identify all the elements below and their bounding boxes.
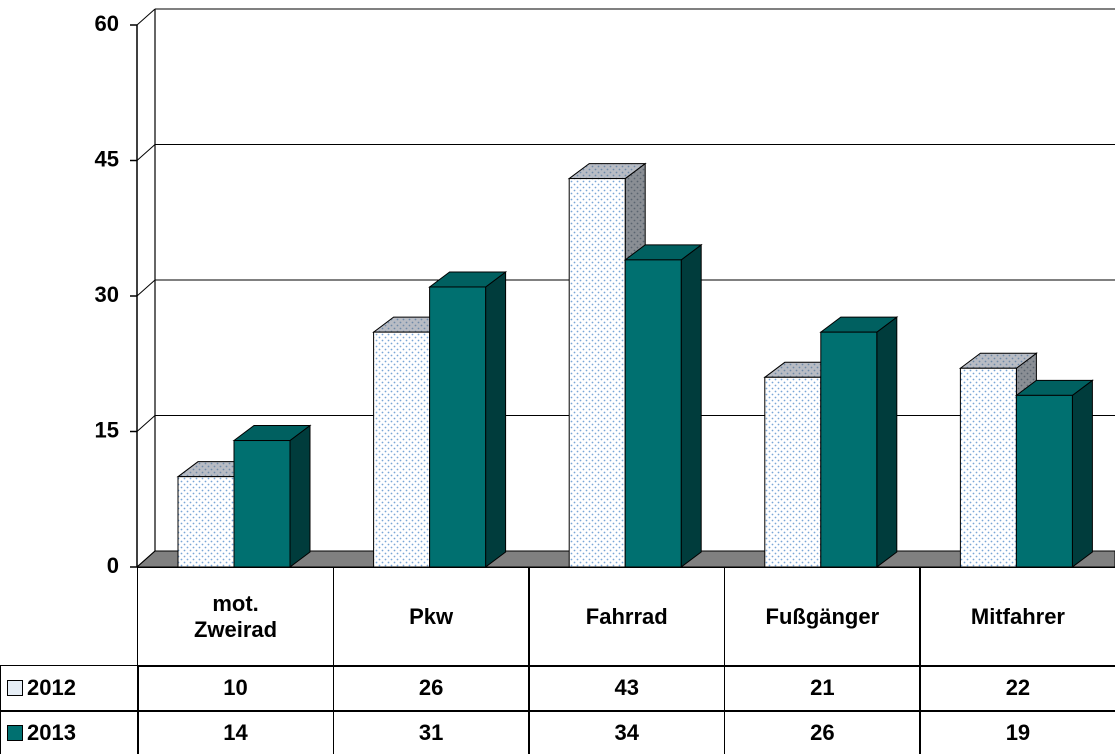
bar	[764, 376, 822, 568]
bar-side	[485, 270, 507, 568]
y-tick-label: 30	[95, 282, 119, 307]
bar	[959, 367, 1017, 568]
category-cell: Mitfahrer	[919, 567, 1115, 667]
bar-side	[876, 316, 898, 568]
bar	[233, 440, 291, 568]
value-cell: 43	[528, 665, 726, 712]
value-cell: 31	[332, 710, 530, 754]
bar	[624, 259, 682, 568]
value-label: 43	[614, 675, 639, 701]
y-tick-label: 45	[95, 146, 119, 171]
value-cell: 14	[137, 710, 335, 754]
grid-line	[136, 415, 156, 432]
bar	[568, 178, 626, 568]
legend-label: 2012	[27, 675, 76, 701]
value-label: 26	[418, 675, 444, 701]
value-label: 19	[1005, 719, 1031, 745]
legend-cell: 2013	[0, 710, 139, 754]
bar-side	[289, 424, 311, 568]
value-label: 22	[1005, 675, 1031, 701]
value-cell: 10	[137, 665, 335, 712]
value-cell: 22	[919, 665, 1115, 712]
bar-side	[1071, 379, 1093, 568]
category-cell: Fußgänger	[723, 567, 921, 667]
x-tick-label: Fahrrad	[585, 603, 668, 629]
y-tick-label: 0	[107, 553, 119, 578]
value-label: 31	[418, 719, 444, 745]
legend-swatch	[7, 724, 23, 741]
bar	[429, 286, 487, 568]
category-cell: Fahrrad	[528, 567, 726, 667]
value-cell: 21	[723, 665, 921, 712]
bar	[1015, 394, 1073, 568]
grid-line	[136, 550, 156, 568]
value-label: 26	[810, 719, 835, 745]
value-label: 21	[810, 675, 835, 701]
value-cell: 26	[723, 710, 921, 754]
x-tick-label: Mitfahrer	[970, 603, 1065, 629]
x-tick-label: Pkw	[409, 603, 454, 629]
bar	[820, 331, 878, 568]
category-cell: Pkw	[332, 567, 530, 667]
x-tick-label: mot. Zweirad	[193, 590, 278, 642]
legend-label: 2013	[27, 719, 76, 745]
grid-line	[136, 144, 156, 161]
grid-line	[136, 8, 156, 26]
bar	[373, 331, 431, 568]
value-label: 10	[223, 675, 248, 701]
bar	[177, 476, 235, 568]
category-cell: mot. Zweirad	[137, 567, 335, 667]
bar-side	[680, 243, 702, 568]
y-tick-label: 60	[95, 11, 119, 36]
legend-cell: 2012	[0, 665, 139, 712]
value-label: 14	[223, 719, 248, 745]
legend-swatch	[7, 680, 23, 697]
value-cell: 34	[528, 710, 726, 754]
value-cell: 26	[332, 665, 530, 712]
value-cell: 19	[919, 710, 1115, 754]
y-tick-label: 15	[95, 417, 119, 442]
x-tick-label: Fußgänger	[765, 603, 880, 629]
grid-line	[136, 279, 156, 297]
value-label: 34	[614, 719, 639, 745]
